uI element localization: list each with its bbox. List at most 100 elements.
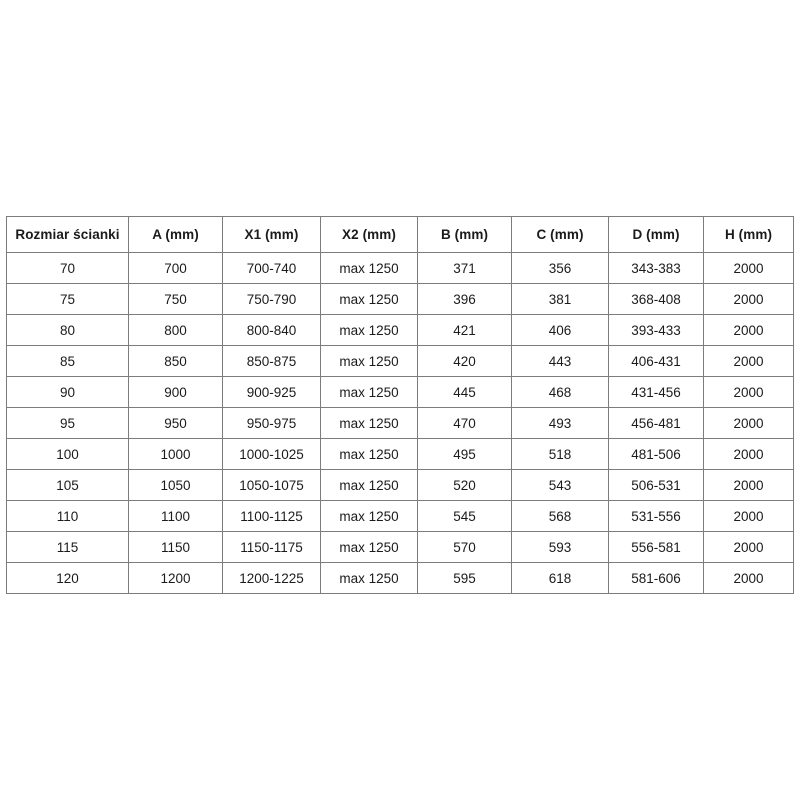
cell-x2: max 1250 [320, 438, 418, 470]
cell-size: 105 [6, 469, 129, 501]
cell-x2: max 1250 [320, 345, 418, 377]
cell-c: 468 [511, 376, 609, 408]
table-row: 75 750 750-790 max 1250 396 381 368-408 … [6, 283, 794, 315]
cell-b: 595 [417, 562, 512, 594]
cell-c: 443 [511, 345, 609, 377]
cell-x1: 1050-1075 [222, 469, 321, 501]
cell-b: 570 [417, 531, 512, 563]
cell-c: 543 [511, 469, 609, 501]
cell-x2: max 1250 [320, 407, 418, 439]
cell-x2: max 1250 [320, 500, 418, 532]
cell-b: 445 [417, 376, 512, 408]
cell-x2: max 1250 [320, 469, 418, 501]
column-header-a: A (mm) [128, 216, 223, 253]
cell-b: 520 [417, 469, 512, 501]
table-header: Rozmiar ścianki A (mm) X1 (mm) X2 (mm) B… [6, 216, 794, 253]
table-row: 100 1000 1000-1025 max 1250 495 518 481-… [6, 438, 794, 470]
table-row: 115 1150 1150-1175 max 1250 570 593 556-… [6, 531, 794, 563]
table-row: 110 1100 1100-1125 max 1250 545 568 531-… [6, 500, 794, 532]
cell-x1: 850-875 [222, 345, 321, 377]
cell-a: 1100 [128, 500, 223, 532]
cell-a: 1200 [128, 562, 223, 594]
cell-a: 800 [128, 314, 223, 346]
cell-x2: max 1250 [320, 562, 418, 594]
cell-c: 618 [511, 562, 609, 594]
cell-c: 593 [511, 531, 609, 563]
cell-x2: max 1250 [320, 531, 418, 563]
cell-h: 2000 [703, 438, 794, 470]
specification-table-container: Rozmiar ścianki A (mm) X1 (mm) X2 (mm) B… [6, 216, 794, 594]
cell-c: 518 [511, 438, 609, 470]
column-header-d: D (mm) [608, 216, 704, 253]
column-header-x1: X1 (mm) [222, 216, 321, 253]
cell-a: 1150 [128, 531, 223, 563]
column-header-h: H (mm) [703, 216, 794, 253]
cell-x2: max 1250 [320, 283, 418, 315]
cell-c: 356 [511, 252, 609, 284]
cell-c: 568 [511, 500, 609, 532]
cell-x1: 1000-1025 [222, 438, 321, 470]
cell-h: 2000 [703, 314, 794, 346]
cell-size: 85 [6, 345, 129, 377]
cell-size: 75 [6, 283, 129, 315]
column-header-c: C (mm) [511, 216, 609, 253]
column-header-size: Rozmiar ścianki [6, 216, 129, 253]
cell-a: 900 [128, 376, 223, 408]
cell-size: 70 [6, 252, 129, 284]
cell-d: 506-531 [608, 469, 704, 501]
cell-a: 1000 [128, 438, 223, 470]
cell-x1: 700-740 [222, 252, 321, 284]
table-body: 70 700 700-740 max 1250 371 356 343-383 … [6, 252, 794, 594]
cell-a: 750 [128, 283, 223, 315]
cell-b: 470 [417, 407, 512, 439]
cell-d: 456-481 [608, 407, 704, 439]
cell-c: 493 [511, 407, 609, 439]
cell-size: 90 [6, 376, 129, 408]
table-row: 85 850 850-875 max 1250 420 443 406-431 … [6, 345, 794, 377]
table-header-row: Rozmiar ścianki A (mm) X1 (mm) X2 (mm) B… [6, 216, 794, 253]
cell-d: 581-606 [608, 562, 704, 594]
table-row: 70 700 700-740 max 1250 371 356 343-383 … [6, 252, 794, 284]
table-row: 95 950 950-975 max 1250 470 493 456-481 … [6, 407, 794, 439]
cell-h: 2000 [703, 562, 794, 594]
cell-x2: max 1250 [320, 376, 418, 408]
cell-d: 406-431 [608, 345, 704, 377]
specification-table: Rozmiar ścianki A (mm) X1 (mm) X2 (mm) B… [6, 216, 794, 594]
cell-x1: 1200-1225 [222, 562, 321, 594]
column-header-b: B (mm) [417, 216, 512, 253]
cell-h: 2000 [703, 469, 794, 501]
cell-size: 80 [6, 314, 129, 346]
table-row: 105 1050 1050-1075 max 1250 520 543 506-… [6, 469, 794, 501]
cell-d: 556-581 [608, 531, 704, 563]
cell-x1: 950-975 [222, 407, 321, 439]
cell-b: 545 [417, 500, 512, 532]
cell-h: 2000 [703, 531, 794, 563]
cell-a: 950 [128, 407, 223, 439]
cell-h: 2000 [703, 376, 794, 408]
cell-h: 2000 [703, 252, 794, 284]
cell-size: 120 [6, 562, 129, 594]
cell-x1: 750-790 [222, 283, 321, 315]
cell-d: 431-456 [608, 376, 704, 408]
cell-h: 2000 [703, 345, 794, 377]
cell-h: 2000 [703, 407, 794, 439]
cell-x1: 800-840 [222, 314, 321, 346]
cell-b: 371 [417, 252, 512, 284]
cell-a: 1050 [128, 469, 223, 501]
cell-size: 95 [6, 407, 129, 439]
cell-d: 481-506 [608, 438, 704, 470]
cell-b: 396 [417, 283, 512, 315]
cell-c: 381 [511, 283, 609, 315]
cell-x1: 1100-1125 [222, 500, 321, 532]
column-header-x2: X2 (mm) [320, 216, 418, 253]
cell-c: 406 [511, 314, 609, 346]
table-row: 120 1200 1200-1225 max 1250 595 618 581-… [6, 562, 794, 594]
cell-h: 2000 [703, 283, 794, 315]
table-row: 90 900 900-925 max 1250 445 468 431-456 … [6, 376, 794, 408]
cell-x1: 1150-1175 [222, 531, 321, 563]
table-row: 80 800 800-840 max 1250 421 406 393-433 … [6, 314, 794, 346]
cell-x1: 900-925 [222, 376, 321, 408]
cell-x2: max 1250 [320, 314, 418, 346]
cell-d: 393-433 [608, 314, 704, 346]
cell-a: 850 [128, 345, 223, 377]
